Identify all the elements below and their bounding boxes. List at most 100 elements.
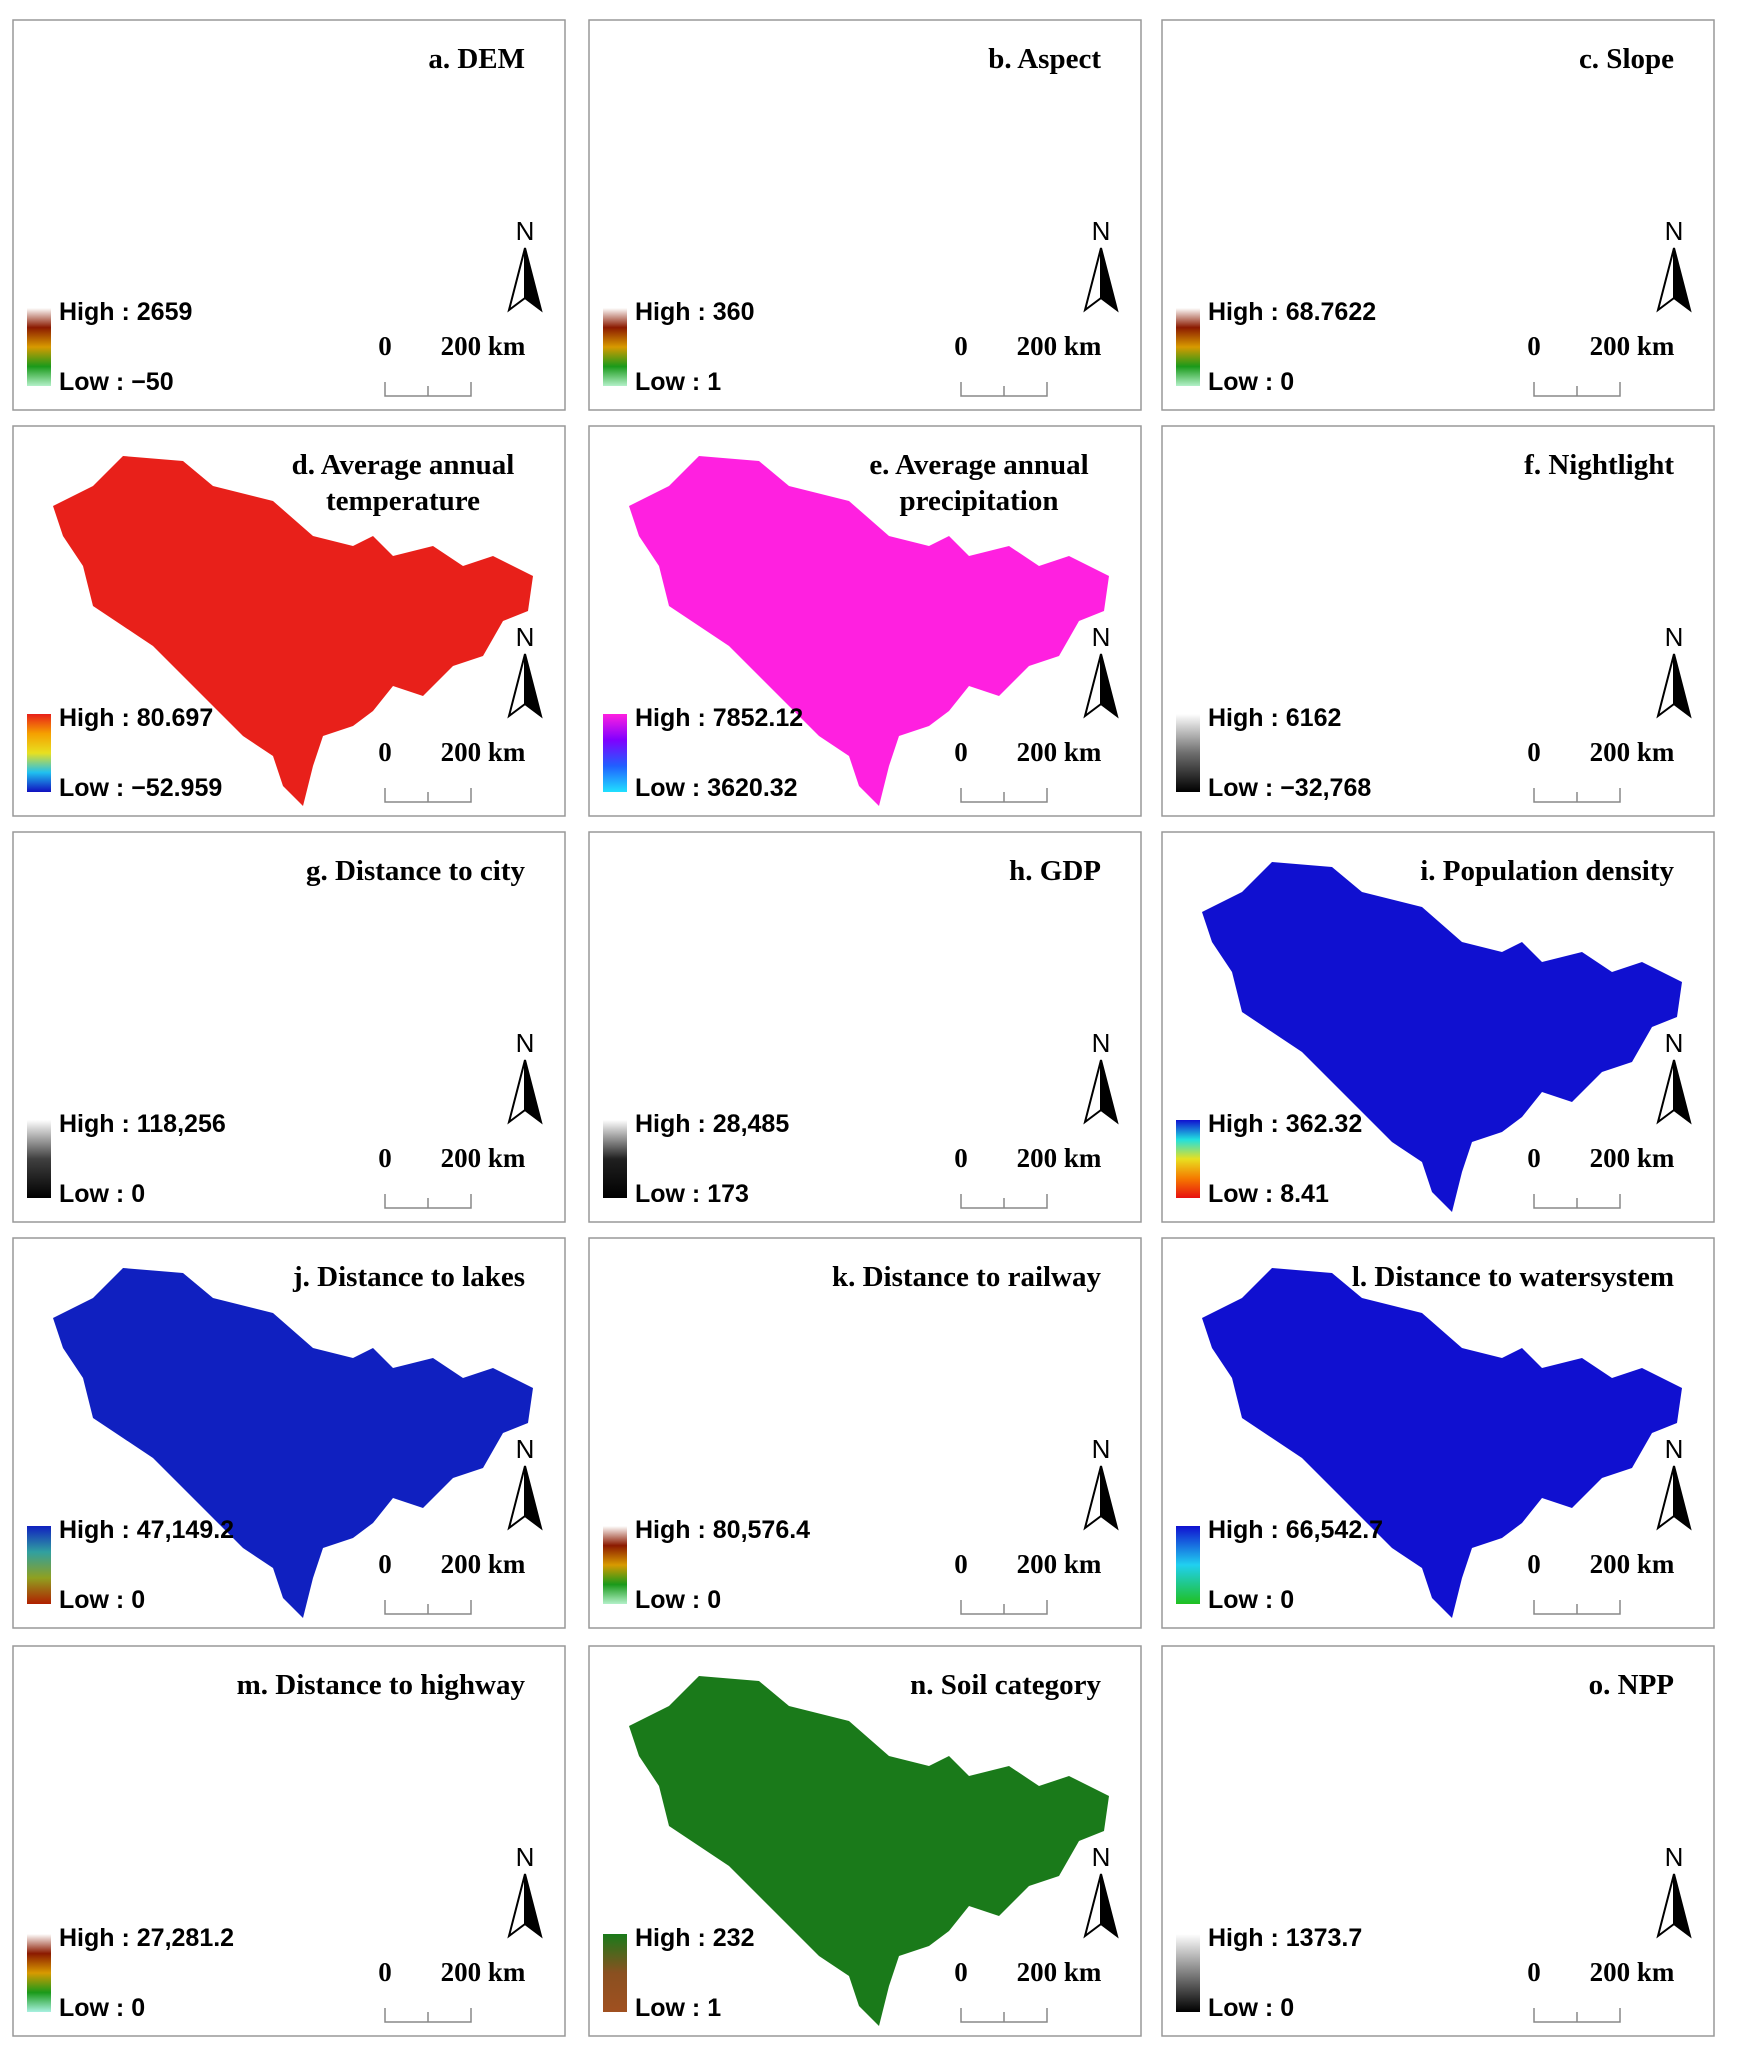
panel-title: c. Slope: [1579, 43, 1674, 75]
north-label: N: [1092, 1842, 1111, 1872]
legend-ramp: [603, 1934, 627, 2012]
map-panel: f. Nightlight High : 6162 Low : −32,768 N 0 2…: [1161, 425, 1715, 817]
scale-label: 200 km: [441, 1549, 526, 1579]
panel-title: j. Distance to lakes: [292, 1261, 525, 1293]
panel-title: i. Population density: [1420, 855, 1674, 887]
scale-bar: [384, 382, 472, 397]
scale-label: 0: [954, 1143, 968, 1173]
north-arrow: [1673, 1873, 1692, 1939]
scale-bar: [1533, 1194, 1621, 1209]
map-panel: o. NPP High : 1373.7 Low : 0 N 0 200 km: [1161, 1645, 1715, 2037]
legend-low: Low : 3620.32: [635, 774, 798, 802]
legend-high: High : 362.32: [1208, 1110, 1362, 1138]
north-label: N: [516, 1028, 535, 1058]
legend-ramp: [603, 1120, 627, 1198]
legend-high: High : 80,576.4: [635, 1516, 810, 1544]
legend-low: Low : −52.959: [59, 774, 222, 802]
legend-ramp: [27, 308, 51, 386]
scale-label: 0: [378, 331, 392, 361]
scale-label: 200 km: [441, 1957, 526, 1987]
legend-high: High : 6162: [1208, 704, 1341, 732]
legend-low: Low : 0: [1208, 1586, 1294, 1614]
north-arrow: [1100, 247, 1119, 313]
scale-bar: [960, 382, 1048, 397]
panel-title: m. Distance to highway: [237, 1669, 526, 1701]
north-arrow: [1100, 653, 1119, 719]
north-label: N: [1665, 622, 1684, 652]
legend-low: Low : 1: [635, 1994, 721, 2022]
legend-low: Low : −50: [59, 368, 174, 396]
scale-label: 0: [378, 1143, 392, 1173]
scale-bar: [384, 1600, 472, 1615]
north-label: N: [516, 622, 535, 652]
legend-low: Low : 0: [59, 1180, 145, 1208]
legend-low: Low : −32,768: [1208, 774, 1371, 802]
legend-low: Low : 1: [635, 368, 721, 396]
scale-label: 0: [1527, 1143, 1541, 1173]
north-label: N: [516, 1842, 535, 1872]
scale-bar: [1533, 788, 1621, 803]
scale-label: 200 km: [441, 737, 526, 767]
legend-ramp: [27, 1120, 51, 1198]
map-panel: a. DEM High : 2659 Low : −50 N 0 200 km: [12, 19, 566, 411]
north-arrow: [1673, 1059, 1692, 1125]
scale-bar: [1533, 382, 1621, 397]
north-label: N: [1092, 1028, 1111, 1058]
scale-label: 0: [378, 737, 392, 767]
north-arrow: [524, 1873, 543, 1939]
map-panel: d. Average annual temperature High : 80.69…: [12, 425, 566, 817]
scale-label: 0: [378, 1957, 392, 1987]
map-panel: n. Soil category High : 232 Low : 1 N 0 200 k…: [588, 1645, 1142, 2037]
north-arrow: [1100, 1465, 1119, 1531]
panel-title: a. DEM: [428, 43, 525, 75]
scale-label: 200 km: [1017, 1957, 1102, 1987]
scale-bar: [960, 2008, 1048, 2023]
legend-high: High : 2659: [59, 298, 192, 326]
scale-label: 200 km: [1590, 1549, 1675, 1579]
scale-bar: [960, 1600, 1048, 1615]
scale-label: 0: [954, 737, 968, 767]
map-panel: b. Aspect High : 360 Low : 1 N 0 200 km: [588, 19, 1142, 411]
north-arrow: [1100, 1873, 1119, 1939]
map-panel: e. Average annual precipitation High : 785…: [588, 425, 1142, 817]
legend-low: Low : 0: [1208, 368, 1294, 396]
north-label: N: [1092, 216, 1111, 246]
legend-high: High : 80.697: [59, 704, 213, 732]
north-label: N: [1092, 1434, 1111, 1464]
north-arrow: [524, 247, 543, 313]
scale-label: 200 km: [441, 1143, 526, 1173]
scale-label: 0: [954, 331, 968, 361]
legend-ramp: [603, 308, 627, 386]
north-arrow: [524, 653, 543, 719]
north-arrow: [1100, 1059, 1119, 1125]
map-panel: m. Distance to highway High : 27,281.2 Low…: [12, 1645, 566, 2037]
panel-title: n. Soil category: [910, 1669, 1101, 1701]
north-arrow: [1673, 247, 1692, 313]
legend-high: High : 27,281.2: [59, 1924, 234, 1952]
scale-label: 200 km: [1017, 331, 1102, 361]
scale-label: 0: [1527, 1549, 1541, 1579]
north-arrow: [524, 1059, 543, 1125]
scale-label: 200 km: [1017, 1549, 1102, 1579]
panel-title: l. Distance to watersystem: [1352, 1261, 1674, 1293]
legend-low: Low : 0: [59, 1586, 145, 1614]
panel-title: temperature: [326, 485, 480, 517]
legend-ramp: [27, 1934, 51, 2012]
legend-high: High : 360: [635, 298, 754, 326]
map-panel: i. Population density High : 362.32 Low : …: [1161, 831, 1715, 1223]
legend-ramp: [1176, 1526, 1200, 1604]
map-panel: j. Distance to lakes High : 47,149.2 Low :…: [12, 1237, 566, 1629]
panel-title: g. Distance to city: [306, 855, 526, 887]
scale-bar: [960, 788, 1048, 803]
legend-high: High : 1373.7: [1208, 1924, 1362, 1952]
panel-title: precipitation: [900, 485, 1059, 517]
legend-ramp: [27, 1526, 51, 1604]
north-arrow: [1673, 653, 1692, 719]
legend-low: Low : 173: [635, 1180, 749, 1208]
panel-title: b. Aspect: [988, 43, 1101, 75]
legend-high: High : 7852.12: [635, 704, 803, 732]
map-panel: l. Distance to watersystem High : 66,542.…: [1161, 1237, 1715, 1629]
scale-label: 0: [1527, 331, 1541, 361]
scale-bar: [1533, 2008, 1621, 2023]
